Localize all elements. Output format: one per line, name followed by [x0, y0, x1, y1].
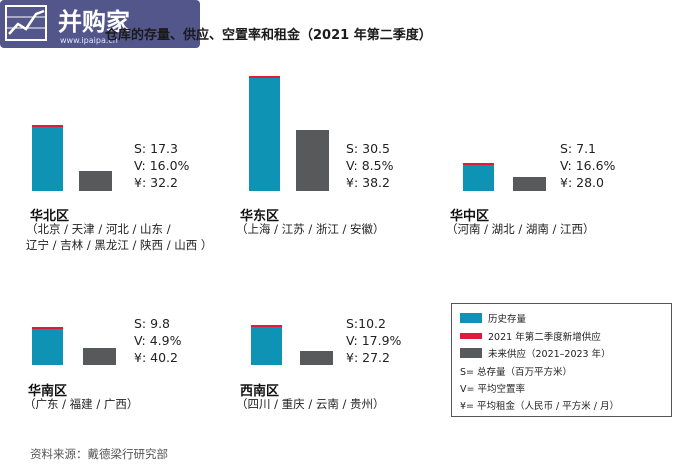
- legend-note-v: V= 平均空置率: [460, 384, 525, 395]
- legend: 历史存量 2021 年第二季度新增供应 未来供应（2021–2023 年） S=…: [451, 303, 672, 417]
- bar-new-supply: [463, 162, 494, 165]
- bar-historical: [32, 127, 63, 191]
- stat-stock: S: 7.1: [560, 141, 596, 156]
- legend-swatch-historical: [460, 313, 482, 323]
- region-provinces: 辽宁 / 吉林 / 黑龙江 / 陕西 / 山西 ）: [26, 238, 213, 252]
- legend-item-historical: 历史存量: [460, 311, 526, 325]
- bar-historical: [463, 164, 494, 191]
- brand-logo: 并购家 www.ipaipa.cn: [0, 0, 200, 48]
- legend-label-historical: 历史存量: [488, 314, 527, 325]
- stat-stock: S: 9.8: [134, 316, 170, 331]
- stat-vacancy: V: 8.5%: [346, 158, 394, 173]
- bar-future: [296, 129, 329, 191]
- bar-new-supply: [32, 326, 63, 329]
- region-provinces: （上海 / 江苏 / 浙江 / 安徽）: [236, 222, 385, 236]
- region-provinces: （四川 / 重庆 / 云南 / 贵州）: [236, 397, 385, 411]
- stat-vacancy: V: 4.9%: [134, 333, 182, 348]
- bar-future: [79, 171, 112, 191]
- bar-new-supply: [251, 325, 282, 328]
- legend-item-future: 未来供应（2021–2023 年）: [460, 346, 611, 360]
- stat-vacancy: V: 16.6%: [560, 158, 616, 173]
- stat-rent: ¥: 40.2: [134, 350, 178, 365]
- region-name: 华中区: [450, 209, 490, 224]
- stat-rent: ¥: 38.2: [346, 175, 390, 190]
- bar-historical: [251, 327, 282, 365]
- stat-stock: S: 17.3: [134, 141, 178, 156]
- stat-stock: S:10.2: [346, 316, 386, 331]
- region-name: 华南区: [28, 384, 68, 399]
- region-provinces: （北京 / 天津 / 河北 / 山东 /: [26, 222, 171, 236]
- legend-swatch-new-supply: [460, 333, 482, 339]
- logo-brand: 并购家: [58, 8, 130, 36]
- logo-url: www.ipaipa.cn: [60, 36, 118, 45]
- bar-future: [83, 348, 116, 365]
- region-name: 西南区: [240, 384, 280, 399]
- bar-historical: [32, 328, 63, 365]
- region-name: 华东区: [240, 209, 280, 224]
- region-name: 华北区: [30, 209, 70, 224]
- stat-vacancy: V: 17.9%: [346, 333, 402, 348]
- source-note: 资料来源：戴德梁行研究部: [30, 447, 168, 461]
- bar-new-supply: [32, 125, 63, 128]
- bar-future: [300, 350, 333, 365]
- region-provinces: （广东 / 福建 / 广西）: [24, 397, 139, 411]
- bar-future: [513, 176, 546, 191]
- legend-label-future: 未来供应（2021–2023 年）: [488, 349, 611, 360]
- logo-background: [0, 0, 200, 48]
- legend-note-yen: ¥= 平均租金（人民币 / 平方米 / 月）: [460, 401, 620, 412]
- legend-item-new-supply: 2021 年第二季度新增供应: [460, 329, 601, 343]
- chart-title: 仓库的存量、供应、空置率和租金（2021 年第二季度）: [105, 28, 432, 43]
- legend-note-s: S= 总存量（百万平方米）: [460, 367, 573, 378]
- bar-new-supply: [249, 76, 280, 79]
- stat-rent: ¥: 32.2: [134, 175, 178, 190]
- stat-rent: ¥: 28.0: [560, 175, 604, 190]
- stat-vacancy: V: 16.0%: [134, 158, 190, 173]
- stat-rent: ¥: 27.2: [346, 350, 390, 365]
- region-provinces: （河南 / 湖北 / 湖南 / 江西）: [446, 222, 595, 236]
- chart-logo-icon: [5, 5, 47, 41]
- bar-historical: [249, 78, 280, 191]
- stat-stock: S: 30.5: [346, 141, 390, 156]
- legend-swatch-future: [460, 348, 482, 358]
- legend-label-new-supply: 2021 年第二季度新增供应: [488, 332, 601, 343]
